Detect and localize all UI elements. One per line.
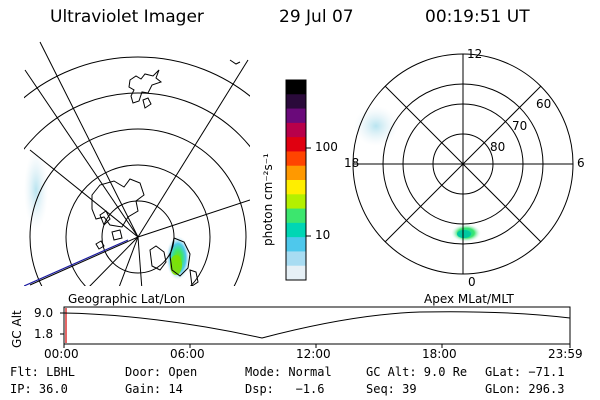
colorbar-tick: 10 — [315, 228, 331, 242]
date-label: 29 Jul 07 — [279, 7, 354, 27]
colorbar-segment — [286, 151, 306, 167]
colorbar-segment — [286, 80, 306, 95]
gain-info: Gain: 14 — [125, 382, 183, 396]
mlt-label-right: 6 — [577, 156, 585, 170]
timeline-x-tick: 12:00 — [296, 347, 331, 361]
geographic-caption: Geographic Lat/Lon — [68, 292, 186, 306]
timeline-x-tick: 23:59 — [548, 347, 583, 361]
colorbar-segment — [286, 137, 306, 152]
colorbar-segment — [286, 194, 306, 210]
door-info: Door: Open — [125, 365, 198, 379]
timeline-y-tick: 1.8 — [34, 327, 54, 341]
instrument-title: Ultraviolet Imager — [50, 7, 204, 27]
colorbar-segment — [286, 122, 306, 138]
mlt-label-top: 12 — [467, 47, 483, 61]
colorbar-segment — [286, 94, 306, 110]
time-label: 00:19:51 UT — [425, 7, 530, 27]
colorbar-segment — [286, 165, 306, 181]
coastline — [91, 59, 241, 286]
filter-info: Flt: LBHL — [10, 365, 76, 379]
colorbar-tick: 100 — [315, 140, 338, 154]
timeline-x-tick: 00:00 — [44, 347, 79, 361]
lat-label: 60 — [536, 97, 552, 111]
timeline-x-tick: 06:00 — [170, 347, 205, 361]
dsp-info: Dsp: −1.6 — [245, 382, 325, 396]
magnetic-map — [352, 53, 574, 275]
colorbar-segment — [286, 222, 306, 238]
lat-label: 70 — [512, 119, 528, 133]
colorbar-segment — [286, 265, 306, 281]
colorbar-unit-label: photon cm⁻²s⁻¹ — [261, 153, 275, 246]
glon-info: GLon: 296.3 — [485, 382, 565, 396]
seq-info: Seq: 39 — [366, 382, 417, 396]
colorbar-segment — [286, 251, 306, 267]
geographic-grid — [24, 41, 250, 286]
glat-info: GLat: −71.1 — [485, 365, 565, 379]
gc-alt-info: GC Alt: 9.0 Re — [366, 365, 468, 379]
altitude-timeline — [60, 306, 571, 348]
colorbar — [285, 79, 311, 281]
mlt-label-bottom: 0 — [468, 275, 476, 289]
colorbar-segment — [286, 108, 306, 124]
mode-info: Mode: Normal — [245, 365, 332, 379]
faint-emission — [354, 106, 398, 146]
ip-info: IP: 36.0 — [10, 382, 68, 396]
altitude-curve — [63, 311, 571, 339]
colorbar-segment — [286, 180, 306, 195]
timeline-y-label: GC Alt — [10, 310, 24, 348]
colorbar-segment — [286, 208, 306, 224]
lat-label: 80 — [490, 140, 506, 154]
satellite-track — [24, 239, 129, 286]
mlt-label-left: 18 — [344, 156, 360, 170]
apex-caption: Apex MLat/MLT — [424, 292, 514, 306]
timeline-y-tick: 9.0 — [34, 306, 54, 320]
colorbar-segment — [286, 237, 306, 252]
faint-emission — [24, 150, 48, 230]
timeline-x-tick: 18:00 — [422, 347, 457, 361]
